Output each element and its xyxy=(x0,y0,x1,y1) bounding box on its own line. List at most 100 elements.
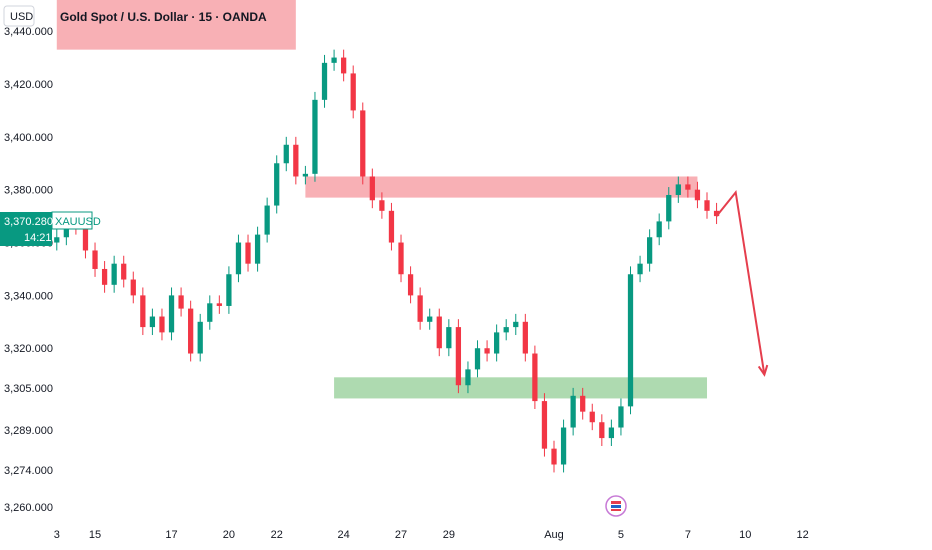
candle xyxy=(465,361,471,394)
candle xyxy=(264,197,270,243)
candle xyxy=(637,255,643,283)
y-tick-label: 3,400.000 xyxy=(4,132,53,144)
candle-body xyxy=(82,226,89,251)
candle-body xyxy=(618,406,624,428)
candle-body xyxy=(274,163,280,206)
candle-body xyxy=(360,110,366,177)
candle-body xyxy=(436,316,442,349)
candle xyxy=(627,266,634,415)
zone-resistance-top[interactable] xyxy=(56,0,296,50)
zone-resistance-mid[interactable] xyxy=(305,176,698,198)
candle xyxy=(216,295,222,314)
candle xyxy=(92,242,98,277)
candle xyxy=(685,176,691,198)
candle xyxy=(283,136,289,172)
x-tick-label: 22 xyxy=(271,529,283,541)
candle-body xyxy=(484,348,490,354)
candle xyxy=(54,229,60,251)
x-tick-label: 29 xyxy=(443,529,455,541)
candle xyxy=(331,49,337,71)
candle-body xyxy=(713,210,720,217)
candle-body xyxy=(427,316,433,322)
candle xyxy=(455,319,462,394)
candle xyxy=(484,340,490,362)
candle-body xyxy=(264,205,270,235)
candle xyxy=(427,308,433,330)
candle-body xyxy=(321,62,328,100)
candle-body xyxy=(188,308,194,354)
candle-body xyxy=(494,332,500,354)
candle xyxy=(226,266,232,314)
candle xyxy=(666,187,672,230)
x-tick-label: 24 xyxy=(338,529,350,541)
candle-body xyxy=(159,316,165,333)
last-price-tag: 3,370.280 14:21 XAUUSD xyxy=(0,211,101,246)
candle-body xyxy=(656,221,662,238)
candle xyxy=(656,213,662,246)
candle xyxy=(168,287,175,341)
currency-label: USD xyxy=(10,11,33,23)
candle xyxy=(541,393,548,457)
candle xyxy=(312,91,318,182)
candle xyxy=(417,287,423,330)
candle-body xyxy=(121,263,127,280)
candle xyxy=(647,229,653,272)
candle xyxy=(293,136,299,185)
candle xyxy=(580,387,586,420)
x-tick-label: Aug xyxy=(544,529,564,541)
zone-support[interactable] xyxy=(334,377,708,399)
candle-body xyxy=(570,395,576,428)
candle-body xyxy=(637,263,643,275)
y-tick-label: 3,340.000 xyxy=(4,290,53,302)
candle xyxy=(474,340,481,378)
candle-body xyxy=(685,184,691,190)
x-tick-label: 3 xyxy=(54,529,60,541)
candle xyxy=(254,226,261,272)
candle xyxy=(522,313,528,362)
currency-box[interactable] xyxy=(3,5,35,27)
candle xyxy=(494,324,500,362)
candle-body xyxy=(140,295,146,328)
candle-body xyxy=(446,327,452,349)
candle xyxy=(694,181,701,209)
candle xyxy=(618,398,624,436)
candle xyxy=(513,313,519,336)
tradingview-flag-icon xyxy=(605,495,627,517)
candle-body xyxy=(599,422,605,439)
candle-body xyxy=(675,184,681,195)
chart-title: Gold Spot / U.S. Dollar · 15 · OANDA xyxy=(60,10,267,24)
candle-body xyxy=(235,242,242,275)
x-axis[interactable]: 3 15 17 20 22 24 27 29 Aug 5 7 10 12 xyxy=(54,529,809,541)
x-tick-label: 7 xyxy=(685,529,691,541)
candle xyxy=(149,308,156,336)
candle-body xyxy=(341,57,347,74)
candle-body xyxy=(101,268,108,285)
candle xyxy=(178,287,184,317)
y-tick-label: 3,305.000 xyxy=(4,383,53,395)
projection-arrowhead xyxy=(757,364,769,377)
candle-body xyxy=(541,401,548,449)
candle-body xyxy=(111,263,117,285)
candle xyxy=(302,165,309,185)
x-tick-label: 10 xyxy=(739,529,751,541)
candle xyxy=(197,313,203,362)
candle xyxy=(369,168,375,209)
x-tick-label: 17 xyxy=(165,529,177,541)
candle-body xyxy=(580,395,586,412)
candle xyxy=(599,414,605,447)
candle-body xyxy=(503,327,509,333)
candle xyxy=(245,234,251,272)
candle-body xyxy=(130,279,136,296)
candle xyxy=(101,261,108,293)
candle-body xyxy=(216,303,222,306)
candle xyxy=(589,403,595,431)
projection-path[interactable] xyxy=(715,189,766,375)
candle xyxy=(532,345,538,410)
candle-body xyxy=(302,173,309,177)
y-axis[interactable]: 3,440.0003,420.0003,400.0003,380.0003,36… xyxy=(4,26,53,514)
candle-body xyxy=(54,237,60,243)
y-tick-label: 3,380.000 xyxy=(4,185,53,197)
candle xyxy=(341,49,347,82)
